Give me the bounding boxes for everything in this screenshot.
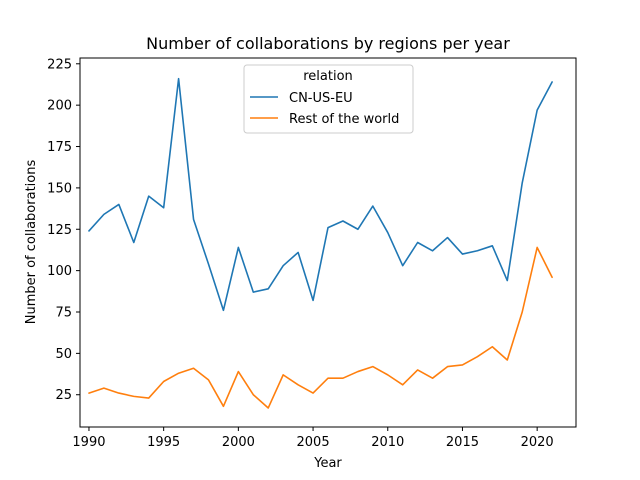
y-tick-label: 100 (47, 264, 72, 279)
x-tick-label: 2015 (446, 435, 479, 450)
legend-label-rest-of-world: Rest of the world (289, 112, 399, 127)
x-tick-label: 1990 (72, 435, 105, 450)
plot-frame (79, 57, 577, 428)
x-tick-label: 2000 (222, 435, 255, 450)
x-tick-label: 2020 (521, 435, 554, 450)
series-line-cn-us-eu (88, 77, 553, 312)
chart-title: Number of collaborations by regions per … (146, 34, 510, 53)
x-axis: 1990 1995 2000 2005 2010 2015 2020 (72, 427, 554, 450)
series-line-rest-of-the-world (88, 246, 553, 409)
legend-title: relation (303, 69, 353, 84)
y-tick-label: 150 (47, 181, 72, 196)
y-tick-label: 175 (47, 140, 72, 155)
x-axis-title: Year (313, 456, 342, 471)
y-axis-title: Number of collaborations (24, 160, 39, 325)
y-tick-label: 200 (47, 99, 72, 114)
y-axis: 25 50 75 100 125 150 175 200 225 (47, 57, 80, 403)
y-tick-label: 50 (55, 347, 72, 362)
plot-area (79, 57, 577, 428)
legend-label-cn-us-eu: CN-US-EU (289, 91, 353, 106)
series-layer (88, 77, 553, 409)
y-tick-label: 75 (55, 305, 72, 320)
legend-box (243, 64, 414, 134)
y-tick-label: 225 (47, 57, 72, 72)
x-tick-label: 2005 (297, 435, 330, 450)
x-tick-label: 1995 (147, 435, 180, 450)
y-tick-label: 25 (55, 388, 72, 403)
legend: relation CN-US-EU Rest of the world (243, 64, 414, 134)
y-tick-label: 125 (47, 223, 72, 238)
x-tick-label: 2010 (371, 435, 404, 450)
